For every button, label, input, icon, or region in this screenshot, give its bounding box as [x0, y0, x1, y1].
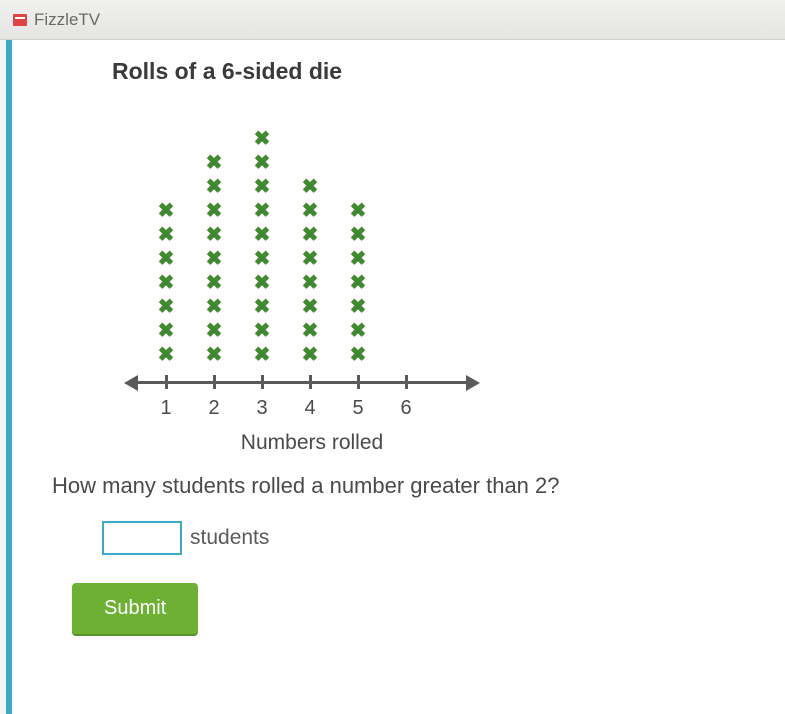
x-mark-icon: ✖ — [254, 321, 271, 341]
axis-tick — [165, 375, 168, 389]
x-mark-icon: ✖ — [302, 297, 319, 317]
x-mark-icon: ✖ — [254, 201, 271, 221]
axis-tick — [405, 375, 408, 389]
plot-column: ✖ ✖ ✖ ✖ ✖ ✖ ✖ ✖ ✖ ✖ — [250, 129, 274, 365]
x-mark-icon: ✖ — [302, 249, 319, 269]
dot-plot: ✖✖✖✖✖✖✖✖✖✖✖✖✖✖✖✖✖✖✖✖✖✖✖✖✖✖✖✖✖✖✖✖✖✖✖✖✖✖✖✖… — [132, 105, 472, 425]
x-mark-icon: ✖ — [206, 153, 223, 173]
x-mark-icon: ✖ — [254, 273, 271, 293]
x-mark-icon: ✖ — [302, 201, 319, 221]
x-mark-icon: ✖ — [254, 297, 271, 317]
axis-line — [132, 381, 472, 384]
x-mark-icon: ✖ — [158, 249, 175, 269]
x-axis: 123456 — [132, 369, 472, 399]
x-mark-icon: ✖ — [206, 225, 223, 245]
x-mark-icon: ✖ — [254, 153, 271, 173]
x-mark-icon: ✖ — [206, 249, 223, 269]
x-mark-icon: ✖ — [254, 249, 271, 269]
axis-arrow-right — [466, 375, 480, 391]
axis-tick — [357, 375, 360, 389]
x-mark-icon: ✖ — [158, 321, 175, 341]
x-mark-icon: ✖ — [350, 345, 367, 365]
axis-tick-label: 1 — [160, 397, 171, 420]
axis-tick — [213, 375, 216, 389]
x-mark-icon: ✖ — [302, 273, 319, 293]
plot-column: ✖ ✖ ✖ ✖ ✖ ✖ ✖ ✖ — [298, 177, 322, 365]
x-mark-icon: ✖ — [254, 129, 271, 149]
x-mark-icon: ✖ — [302, 321, 319, 341]
x-axis-title: Numbers rolled — [152, 431, 472, 455]
x-mark-icon: ✖ — [302, 177, 319, 197]
x-mark-icon: ✖ — [206, 321, 223, 341]
question-text: How many students rolled a number greate… — [52, 473, 745, 499]
x-mark-icon: ✖ — [158, 345, 175, 365]
answer-unit-label: students — [190, 526, 269, 550]
plot-area: ✖✖✖✖✖✖✖✖✖✖✖✖✖✖✖✖✖✖✖✖✖✖✖✖✖✖✖✖✖✖✖✖✖✖✖✖✖✖✖✖… — [132, 105, 472, 365]
x-mark-icon: ✖ — [350, 321, 367, 341]
x-mark-icon: ✖ — [206, 177, 223, 197]
tab-icon — [12, 12, 28, 28]
problem-content: Rolls of a 6-sided die ✖✖✖✖✖✖✖✖✖✖✖✖✖✖✖✖✖… — [6, 40, 785, 714]
x-mark-icon: ✖ — [302, 225, 319, 245]
tab-title: FizzleTV — [34, 10, 100, 30]
axis-tick-label: 3 — [256, 397, 267, 420]
plot-column: ✖ ✖ ✖ ✖ ✖ ✖ ✖ — [346, 201, 370, 365]
axis-tick-label: 2 — [208, 397, 219, 420]
x-mark-icon: ✖ — [350, 297, 367, 317]
x-mark-icon: ✖ — [206, 273, 223, 293]
x-mark-icon: ✖ — [350, 225, 367, 245]
x-mark-icon: ✖ — [158, 201, 175, 221]
answer-input[interactable] — [102, 521, 182, 555]
x-mark-icon: ✖ — [206, 345, 223, 365]
chart-title: Rolls of a 6-sided die — [112, 58, 745, 85]
plot-column: ✖ ✖ ✖ ✖ ✖ ✖ ✖ ✖ ✖ — [202, 153, 226, 365]
browser-tab-bar: FizzleTV — [0, 0, 785, 40]
axis-tick-label: 4 — [304, 397, 315, 420]
x-mark-icon: ✖ — [350, 201, 367, 221]
x-mark-icon: ✖ — [158, 225, 175, 245]
axis-tick — [261, 375, 264, 389]
x-mark-icon: ✖ — [254, 177, 271, 197]
axis-tick — [309, 375, 312, 389]
x-mark-icon: ✖ — [206, 201, 223, 221]
axis-tick-label: 5 — [352, 397, 363, 420]
x-mark-icon: ✖ — [158, 297, 175, 317]
answer-row: students — [102, 521, 745, 555]
x-mark-icon: ✖ — [302, 345, 319, 365]
x-mark-icon: ✖ — [254, 225, 271, 245]
x-mark-icon: ✖ — [158, 273, 175, 293]
x-mark-icon: ✖ — [206, 297, 223, 317]
plot-column: ✖ ✖ ✖ ✖ ✖ ✖ ✖ — [154, 201, 178, 365]
submit-button[interactable]: Submit — [72, 583, 198, 634]
x-mark-icon: ✖ — [350, 249, 367, 269]
x-mark-icon: ✖ — [254, 345, 271, 365]
axis-tick-label: 6 — [400, 397, 411, 420]
x-mark-icon: ✖ — [350, 273, 367, 293]
